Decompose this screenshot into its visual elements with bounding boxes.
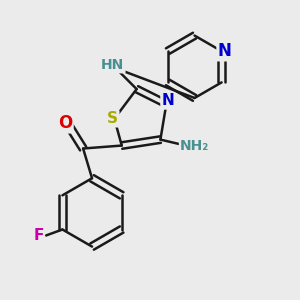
- Text: NH₂: NH₂: [180, 139, 209, 152]
- Text: S: S: [107, 111, 118, 126]
- Text: F: F: [34, 228, 44, 243]
- Text: N: N: [161, 94, 174, 109]
- Text: O: O: [58, 114, 72, 132]
- Text: HN: HN: [101, 58, 124, 72]
- Text: N: N: [218, 42, 232, 60]
